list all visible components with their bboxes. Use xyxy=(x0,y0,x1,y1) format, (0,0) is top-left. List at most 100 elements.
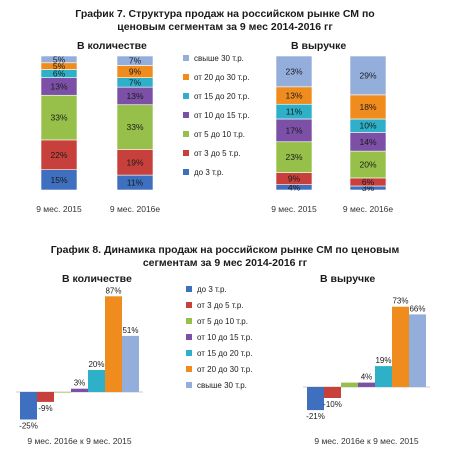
growth-bar-3-2 xyxy=(341,382,358,387)
legend8-label-3: от 10 до 15 т.р. xyxy=(197,333,252,342)
legend7-label-6: до 3 т.р. xyxy=(194,168,224,177)
growth-bar-3-4 xyxy=(375,366,392,387)
stack-data-label-1-0-5: 13% xyxy=(285,91,302,101)
growth-data-label-3-5: 73% xyxy=(392,297,408,306)
stack-data-label-0-1-5: 9% xyxy=(129,67,142,77)
stack-bar-segment-1-1-6 xyxy=(349,55,387,96)
fig8-title-line2: сегментам за 9 мес 2014-2016 гг xyxy=(142,257,308,269)
stack-category-label-1-0: 9 мес. 2015 xyxy=(271,204,317,214)
stack-data-label-1-0-3: 17% xyxy=(285,125,302,135)
stack-data-label-0-1-1: 19% xyxy=(126,157,143,167)
legend8-label-6: свыше 30 т.р. xyxy=(197,381,247,390)
stack-bar-segment-1-0-6 xyxy=(275,55,313,88)
legend8-label-2: от 5 до 10 т.р. xyxy=(197,317,248,326)
growth-bar-2-6 xyxy=(122,335,139,392)
stack-bar-segment-0-1-6 xyxy=(116,55,154,66)
stack-data-label-1-0-6: 23% xyxy=(285,66,302,76)
legend7-label-5: от 3 до 5 т.р. xyxy=(194,149,241,158)
legend7-label-2: от 15 до 20 т.р. xyxy=(194,92,249,101)
growth-data-label-3-1: -10% xyxy=(323,400,342,409)
legend7-label-3: от 10 до 15 т.р. xyxy=(194,111,249,120)
legend7-label-1: от 20 до 30 т.р. xyxy=(194,73,249,82)
stack-data-label-1-0-2: 23% xyxy=(285,152,302,162)
legend7-swatch-3 xyxy=(183,112,189,118)
fig8-title-line1: График 8. Динамика продаж на российском … xyxy=(50,244,400,256)
legend8-label-1: от 3 до 5 т.р. xyxy=(197,301,244,310)
growth-bar-2-4 xyxy=(88,370,105,392)
stack-data-label-0-1-6: 7% xyxy=(129,56,142,66)
stack-bar-segment-0-1-1 xyxy=(116,149,154,176)
legend7-label-0: свыше 30 т.р. xyxy=(194,54,244,63)
stack-bar-segment-1-1-2 xyxy=(349,150,387,179)
legend8-swatch-1 xyxy=(186,302,192,308)
stack-data-label-0-0-5: 5% xyxy=(53,61,66,71)
stack-data-label-1-0-4: 11% xyxy=(286,107,303,117)
growth-bar-2-3 xyxy=(71,388,88,392)
growth-data-label-2-1: -9% xyxy=(38,404,52,413)
stack-data-label-0-0-0: 15% xyxy=(50,175,67,185)
fig7-subtitle-quantity: В количестве xyxy=(77,40,147,52)
stack-data-label-0-0-1: 22% xyxy=(50,150,67,160)
legend7-label-4: от 5 до 10 т.р. xyxy=(194,130,245,139)
stack-bar-segment-1-0-2 xyxy=(275,141,313,173)
growth-data-label-3-0: -21% xyxy=(306,412,325,421)
legend8-swatch-5 xyxy=(186,366,192,372)
stack-data-label-0-0-6: 5% xyxy=(53,54,66,64)
stack-data-label-1-1-0: 3% xyxy=(362,183,375,193)
stack-data-label-1-0-0: 4% xyxy=(288,182,301,192)
legend8-swatch-0 xyxy=(186,286,192,292)
stack-data-label-0-1-4: 7% xyxy=(129,77,142,87)
growth-data-label-2-5: 87% xyxy=(105,286,121,295)
growth-bar-3-6 xyxy=(409,314,426,387)
legend8-label-0: до 3 т.р. xyxy=(197,285,227,294)
legend7-swatch-0 xyxy=(183,55,189,61)
legend8-swatch-2 xyxy=(186,318,192,324)
growth-data-label-2-4: 20% xyxy=(88,360,104,369)
stack-data-label-1-1-6: 29% xyxy=(359,70,376,80)
stack-category-label-0-0: 9 мес. 2015 xyxy=(36,204,82,214)
growth-category-label-3: 9 мес. 2016е к 9 мес. 2015 xyxy=(314,436,419,446)
stack-bar-segment-1-1-5 xyxy=(349,94,387,120)
stack-data-label-1-0-1: 9% xyxy=(288,174,301,184)
growth-data-label-3-6: 66% xyxy=(409,304,425,313)
growth-bar-3-0 xyxy=(307,387,324,411)
stack-data-label-0-1-0: 11% xyxy=(127,178,144,188)
stack-data-label-1-1-3: 14% xyxy=(359,137,376,147)
growth-bar-3-3 xyxy=(358,382,375,387)
legend7-swatch-2 xyxy=(183,93,189,99)
legend8-swatch-4 xyxy=(186,350,192,356)
stack-category-label-1-1: 9 мес. 2016е xyxy=(343,204,394,214)
legend8-swatch-6 xyxy=(186,382,192,388)
fig8-subtitle-quantity: В количестве xyxy=(62,273,132,285)
growth-bar-2-1 xyxy=(37,392,54,402)
stack-data-label-0-0-4: 6% xyxy=(53,69,66,79)
legend7-swatch-6 xyxy=(183,169,189,175)
stack-bar-segment-0-0-6 xyxy=(40,55,78,64)
growth-data-label-2-0: -25% xyxy=(19,422,38,431)
legend8-label-4: от 15 до 20 т.р. xyxy=(197,349,252,358)
legend8-label-5: от 20 до 30 т.р. xyxy=(197,365,252,374)
stack-data-label-1-1-1: 6% xyxy=(362,177,375,187)
growth-data-label-3-4: 19% xyxy=(375,356,391,365)
growth-bar-3-1 xyxy=(324,387,341,398)
legend8-swatch-3 xyxy=(186,334,192,340)
legend7-swatch-4 xyxy=(183,131,189,137)
legend7-swatch-1 xyxy=(183,74,189,80)
fig7-title-line2: ценовым сегментам за 9 мес 2014-2016 гг xyxy=(117,21,333,33)
growth-bar-2-2 xyxy=(54,392,71,393)
fig7-title-line1: График 7. Структура продаж на российском… xyxy=(75,8,375,20)
growth-data-label-2-3: 3% xyxy=(74,379,86,388)
stack-data-label-0-1-3: 13% xyxy=(126,91,143,101)
stack-data-label-1-1-2: 20% xyxy=(359,160,376,170)
growth-bar-3-5 xyxy=(392,306,409,387)
stack-data-label-1-1-4: 10% xyxy=(359,121,376,131)
growth-data-label-2-6: 51% xyxy=(122,326,138,335)
stack-data-label-0-0-2: 33% xyxy=(50,113,67,123)
fig7-subtitle-revenue: В выручке xyxy=(291,40,347,52)
growth-bar-2-5 xyxy=(105,296,122,392)
growth-data-label-3-3: 4% xyxy=(361,373,373,382)
stack-data-label-0-0-3: 13% xyxy=(50,81,67,91)
stack-data-label-1-1-5: 18% xyxy=(359,102,376,112)
fig8-subtitle-revenue: В выручке xyxy=(320,273,376,285)
